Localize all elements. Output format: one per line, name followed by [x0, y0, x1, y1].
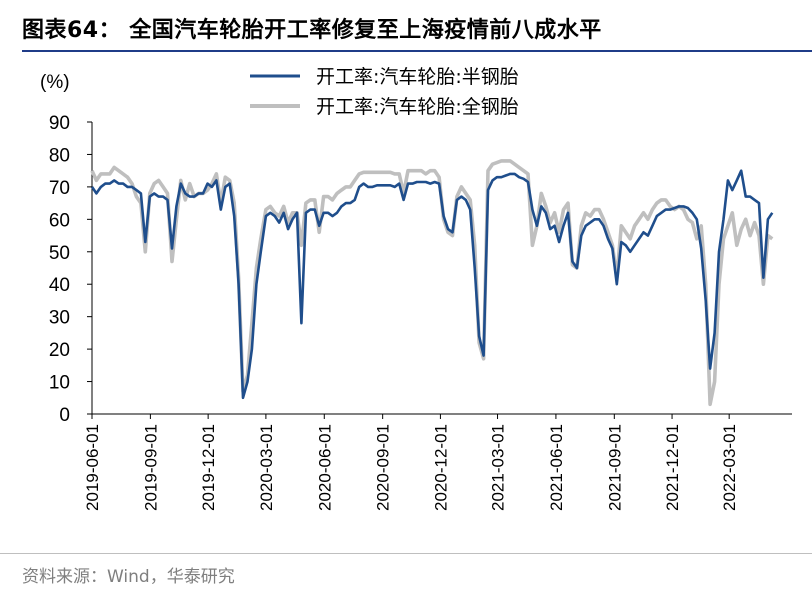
x-tick-label-2020-03-01: 2020-03-01: [257, 424, 276, 511]
legend-label-2: 开工率:汽车轮胎:全钢胎: [316, 96, 519, 118]
x-tick-label-2021-12-01: 2021-12-01: [663, 424, 682, 511]
y-tick-label-60: 60: [49, 210, 70, 231]
x-tick-label-2020-12-01: 2020-12-01: [431, 424, 450, 511]
x-tick-label-2022-03-01: 2022-03-01: [720, 424, 739, 511]
title-bar: 图表64： 全国汽车轮胎开工率修复至上海疫情前八成水平: [0, 0, 812, 52]
legend-label-1: 开工率:汽车轮胎:半钢胎: [316, 66, 519, 88]
x-tick-label-2021-03-01: 2021-03-01: [489, 424, 508, 511]
x-tick-label-2019-09-01: 2019-09-01: [141, 424, 160, 511]
x-tick-label-2020-09-01: 2020-09-01: [374, 424, 393, 511]
y-tick-label-50: 50: [49, 243, 70, 264]
y-tick-label-80: 80: [49, 145, 70, 166]
x-tick-label-2021-09-01: 2021-09-01: [605, 424, 624, 511]
series-line-2: [90, 159, 774, 407]
footer-divider: [0, 553, 812, 554]
y-axis-unit-label: (%): [40, 72, 70, 93]
title-underline: [22, 50, 812, 52]
chart-title: 图表64： 全国汽车轮胎开工率修复至上海疫情前八成水平: [22, 18, 602, 43]
x-tick-label-2020-06-01: 2020-06-01: [315, 424, 334, 511]
series-line-1: [90, 169, 774, 400]
y-tick-label-10: 10: [49, 373, 70, 394]
y-tick-label-70: 70: [49, 178, 70, 199]
y-tick-label-0: 0: [59, 405, 70, 426]
x-tick-label-2019-12-01: 2019-12-01: [199, 424, 218, 511]
y-tick-label-20: 20: [49, 340, 70, 361]
line-chart: 0 10 20 30 40 50 60 70 80 90 (%) 2019-06-01 2019-09-…: [40, 66, 792, 511]
y-tick-label-30: 30: [49, 308, 70, 329]
x-tick-label-2021-06-01: 2021-06-01: [547, 424, 566, 511]
y-tick-label-40: 40: [49, 275, 70, 296]
source-note: 资料来源：Wind，华泰研究: [22, 567, 235, 587]
y-tick-label-90: 90: [49, 113, 70, 134]
x-tick-label-2019-06-01: 2019-06-01: [83, 424, 102, 511]
